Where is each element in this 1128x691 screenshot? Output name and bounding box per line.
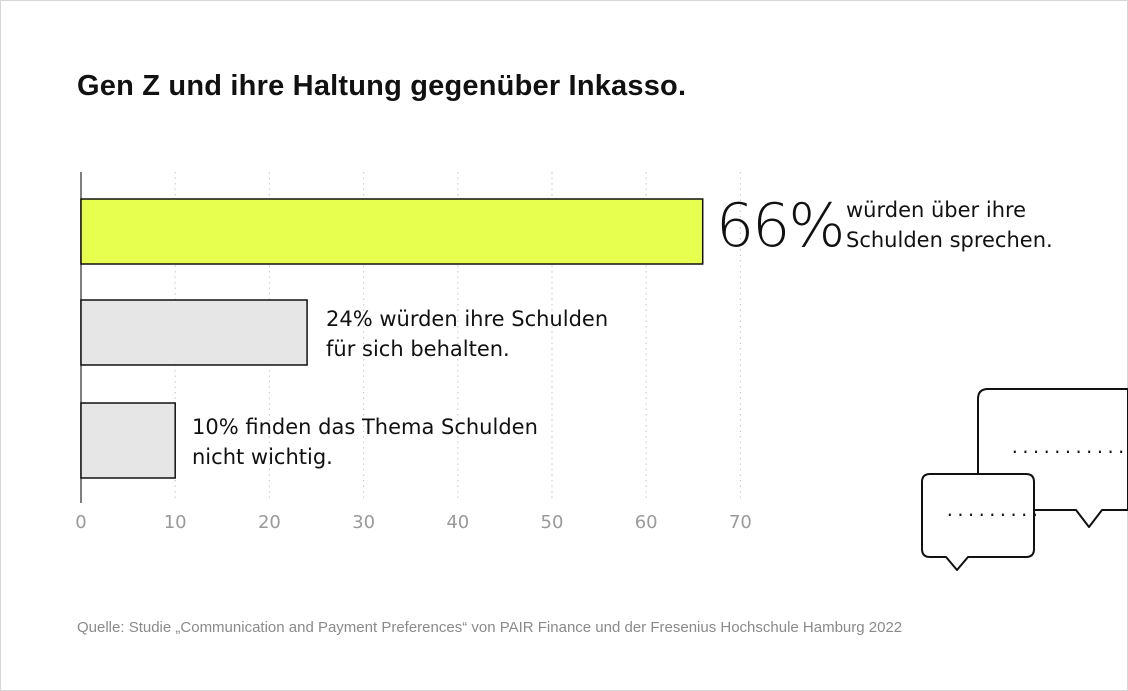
bars bbox=[80, 198, 704, 479]
small-bubble-dots: ......... bbox=[945, 501, 1041, 520]
x-tick-50: 50 bbox=[541, 512, 564, 533]
small-speech-bubble-icon bbox=[921, 473, 1035, 571]
x-tick-0: 0 bbox=[75, 512, 86, 533]
x-tick-40: 40 bbox=[446, 512, 469, 533]
x-tick-60: 60 bbox=[635, 512, 658, 533]
bar-label-3-line-1: 10% finden das Thema Schulden bbox=[192, 415, 538, 439]
bar-2 bbox=[80, 299, 308, 366]
bar-3 bbox=[80, 402, 176, 479]
bar-label-3-line-2: nicht wichtig. bbox=[192, 445, 333, 469]
highlight-line-1: würden über ihre bbox=[846, 198, 1027, 222]
x-tick-30: 30 bbox=[352, 512, 375, 533]
highlight-line-2: Schulden sprechen. bbox=[846, 228, 1053, 252]
large-bubble-dots: ............. bbox=[1010, 438, 1128, 457]
x-tick-labels: 0 10 20 30 40 50 60 70 bbox=[75, 512, 752, 533]
bar-label-3: 10% finden das Thema Schulden nicht wich… bbox=[192, 412, 538, 472]
x-tick-20: 20 bbox=[258, 512, 281, 533]
bar-label-2-line-2: für sich behalten. bbox=[326, 337, 510, 361]
x-tick-70: 70 bbox=[729, 512, 752, 533]
speech-bubbles-icon: ............. ......... bbox=[921, 388, 1128, 571]
bar-1 bbox=[80, 198, 704, 265]
highlight-value: 66% bbox=[716, 191, 845, 261]
chart-title: Gen Z und ihre Haltung gegenüber Inkasso… bbox=[77, 70, 687, 102]
bar-label-2: 24% würden ihre Schulden für sich behalt… bbox=[326, 304, 608, 364]
x-tick-10: 10 bbox=[164, 512, 187, 533]
bar-label-2-line-1: 24% würden ihre Schulden bbox=[326, 307, 609, 331]
highlight-description: würden über ihre Schulden sprechen. bbox=[846, 195, 1053, 255]
source-note: Quelle: Studie „Communication and Paymen… bbox=[77, 619, 903, 636]
